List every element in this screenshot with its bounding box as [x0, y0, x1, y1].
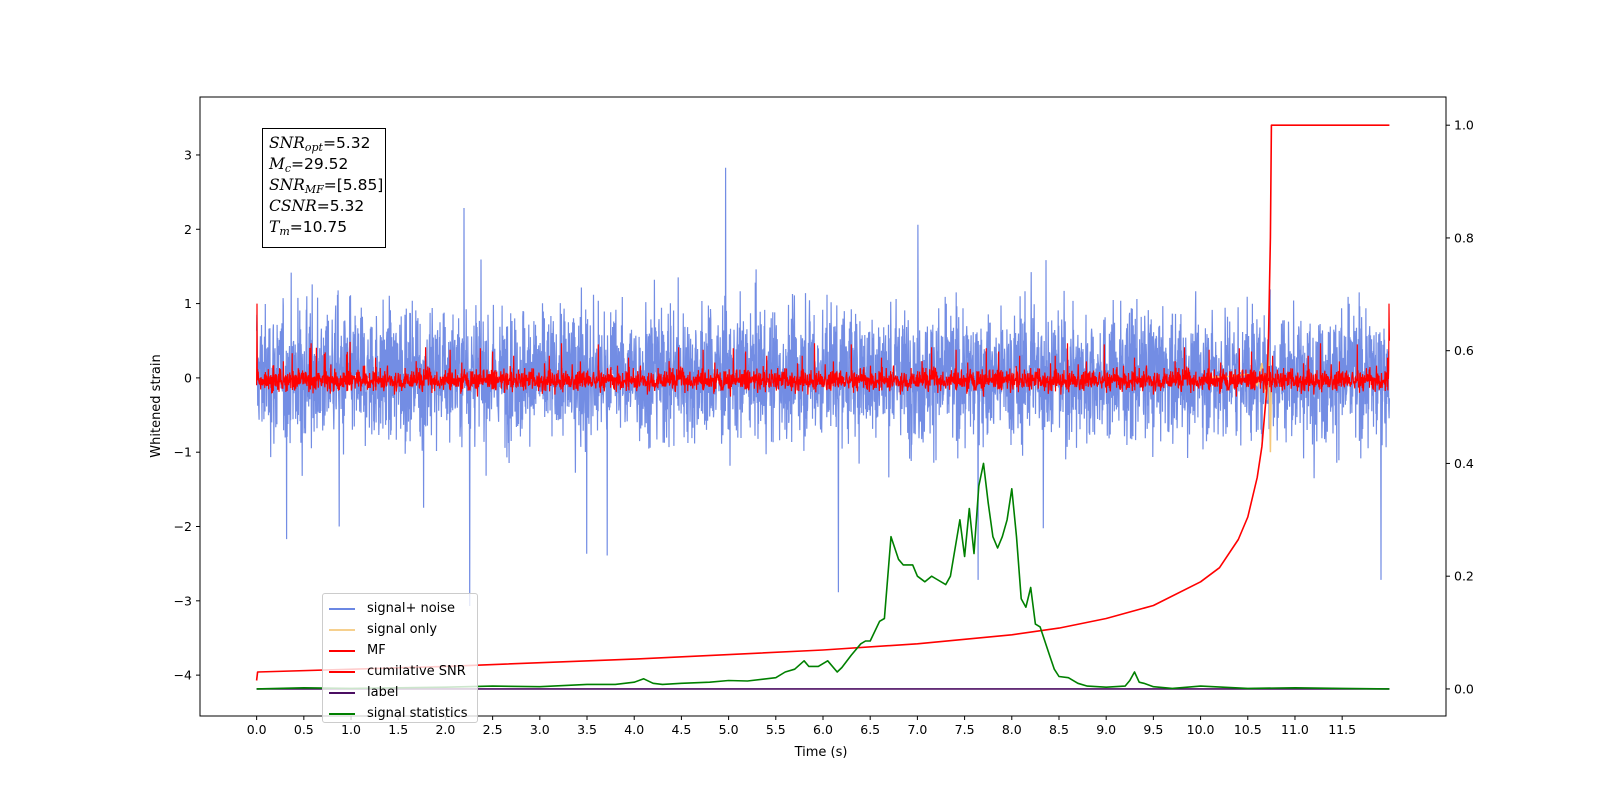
x-tick-label: 3.0	[530, 722, 550, 737]
x-tick-label: 4.0	[624, 722, 644, 737]
x-tick-label: 1.5	[388, 722, 408, 737]
x-tick-label: 11.0	[1281, 722, 1309, 737]
annotation-box: SNRopt=5.32 Mc=29.52 SNRMF=[5.85] CSNR=5.32…	[262, 128, 386, 248]
x-axis: 0.0 0.5 1.0 1.5 2.0 2.5 3.0 3.5 4.0 4.5 5.0 5.5 6.0 6…	[247, 716, 1356, 737]
x-tick-label: 6.0	[813, 722, 833, 737]
annotation-line: CSNR=5.32	[269, 196, 385, 217]
y2-tick-label: 1.0	[1454, 118, 1474, 133]
legend-swatch	[329, 628, 355, 631]
y-tick-label: 2	[184, 222, 192, 237]
x-tick-label: 6.5	[860, 722, 880, 737]
legend-label: MF	[367, 643, 386, 658]
x-tick-label: 2.0	[435, 722, 455, 737]
y-tick-label: −4	[174, 668, 192, 683]
y2-tick-label: 0.6	[1454, 343, 1474, 358]
legend-swatch	[329, 670, 355, 673]
legend: signal+ noise signal only MF cumilative SNR…	[322, 593, 478, 723]
y-tick-label: 0	[184, 370, 192, 385]
y-axis-label: Whitened strain	[149, 354, 164, 457]
annotation-subscript: m	[279, 225, 290, 238]
x-tick-label: 5.0	[719, 722, 739, 737]
x-tick-label: 2.5	[483, 722, 503, 737]
annotation-value: =5.32	[322, 134, 371, 152]
legend-item: MF	[329, 640, 477, 661]
annotation-subscript: MF	[304, 183, 324, 196]
legend-label: signal statistics	[367, 706, 468, 721]
y-tick-label: −2	[174, 519, 192, 534]
annotation-symbol: CSNR	[269, 197, 317, 215]
legend-item: signal+ noise	[329, 598, 477, 619]
annotation-line: Mc=29.52	[269, 154, 385, 175]
legend-swatch	[329, 649, 355, 652]
legend-label: signal only	[367, 622, 438, 637]
y2-tick-label: 0.4	[1454, 456, 1474, 471]
annotation-subscript: c	[284, 162, 292, 175]
annotation-value: =[5.85]	[323, 176, 384, 194]
y2-tick-label: 0.2	[1454, 569, 1474, 584]
annotation-symbol: T	[269, 218, 280, 236]
legend-item: signal statistics	[329, 703, 477, 724]
x-tick-label: 4.5	[671, 722, 691, 737]
annotation-line: SNRMF=[5.85]	[269, 175, 385, 196]
signal-statistics-series	[256, 462, 1390, 690]
y-tick-label: −3	[174, 593, 192, 608]
x-tick-label: 1.0	[341, 722, 361, 737]
legend-swatch	[329, 691, 355, 694]
x-tick-label: 8.0	[1002, 722, 1022, 737]
annotation-symbol: M	[269, 155, 285, 173]
x-tick-label: 7.0	[907, 722, 927, 737]
annotation-value: =5.32	[316, 197, 365, 215]
annotation-line: SNRopt=5.32	[269, 133, 385, 154]
legend-swatch	[329, 607, 355, 610]
y2-tick-label: 0.0	[1454, 681, 1474, 696]
legend-item: label	[329, 682, 477, 703]
y2-tick-label: 0.8	[1454, 230, 1474, 245]
mf-series	[256, 303, 1390, 397]
x-tick-label: 10.5	[1234, 722, 1262, 737]
annotation-line: Tm=10.75	[269, 217, 385, 238]
legend-label: signal+ noise	[367, 601, 456, 616]
cumulative-snr-series	[255, 124, 1390, 681]
y-tick-label: 1	[184, 296, 192, 311]
signal-statistics-line	[256, 462, 1390, 690]
annotation-symbol: SNR	[269, 176, 305, 194]
y-axis-left: −4 −3 −2 −1 0 1 2 3	[174, 147, 200, 683]
x-tick-label: 0.0	[247, 722, 267, 737]
x-tick-label: 10.0	[1187, 722, 1215, 737]
x-tick-label: 7.5	[955, 722, 975, 737]
x-tick-label: 3.5	[577, 722, 597, 737]
x-tick-label: 9.0	[1096, 722, 1116, 737]
x-tick-label: 8.5	[1049, 722, 1069, 737]
x-tick-label: 9.5	[1143, 722, 1163, 737]
legend-label: label	[367, 685, 399, 700]
y-tick-label: 3	[184, 147, 192, 162]
x-tick-label: 0.5	[294, 722, 314, 737]
mf-line	[256, 303, 1390, 397]
annotation-value: =10.75	[289, 218, 348, 236]
legend-swatch	[329, 712, 355, 715]
x-tick-label: 5.5	[766, 722, 786, 737]
annotation-subscript: opt	[304, 141, 323, 154]
x-tick-label: 11.5	[1328, 722, 1356, 737]
annotation-symbol: SNR	[269, 134, 305, 152]
legend-item: cumilative SNR	[329, 661, 477, 682]
y-tick-label: −1	[174, 445, 192, 460]
legend-label: cumilative SNR	[367, 664, 466, 679]
x-axis-label: Time (s)	[794, 745, 848, 760]
legend-item: signal only	[329, 619, 477, 640]
y-axis-right: 0.0 0.2 0.4 0.6 0.8 1.0	[1446, 118, 1474, 696]
annotation-value: =29.52	[291, 155, 349, 173]
cumulative-snr-line	[255, 124, 1390, 681]
